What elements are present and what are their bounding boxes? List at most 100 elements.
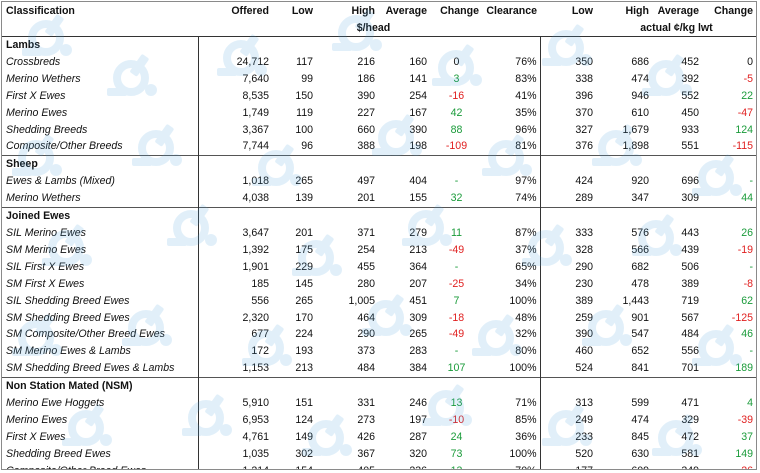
low-cell: 265	[295, 294, 313, 307]
change-cell: -16	[448, 89, 465, 102]
average-cell: 309	[409, 311, 427, 324]
clearance-cell: 100%	[509, 362, 537, 375]
offered-cell: 1,392	[197, 241, 272, 259]
low-kg-cell: 396	[539, 87, 596, 105]
offered-cell: 1,153	[197, 360, 272, 378]
change-cell: -	[454, 260, 459, 273]
change-cell: 73	[450, 447, 463, 460]
high-cell: 484	[357, 362, 375, 375]
offered-cell: 7,744	[197, 138, 272, 156]
table-row: First X Ewes 8,535 150 390 254 -16 41% 396 946 55…	[2, 87, 756, 105]
clearance-cell: 36%	[515, 430, 537, 443]
change-cell: -25	[448, 277, 465, 290]
table-row: First X Ewes 4,761 149 426 287 24 36% 233 845 472…	[2, 428, 756, 446]
change-cell: -49	[448, 243, 465, 256]
clearance-cell: 83%	[515, 72, 537, 85]
classification-cell: SM Shedding Breed Ewes & Lambs	[6, 362, 175, 375]
high-kg-cell: 566	[631, 243, 649, 256]
low-kg-cell: 376	[539, 138, 596, 156]
clearance-cell: 76%	[515, 55, 537, 68]
change-kg-cell: -	[749, 345, 753, 358]
average-cell: 160	[409, 55, 427, 68]
classification-cell: Ewes & Lambs (Mixed)	[6, 175, 115, 188]
average-cell: 390	[409, 123, 427, 136]
table-row: Merino Wethers 7,640 99 186 141 3 83% 338 474 392…	[2, 70, 756, 88]
average-kg-cell: 471	[681, 397, 699, 410]
offered-cell: 8,535	[197, 87, 272, 105]
classification-cell: SIL Shedding Breed Ewes	[6, 294, 130, 307]
low-kg-cell: 230	[539, 275, 596, 293]
low-cell: 229	[295, 260, 313, 273]
header-average-kg: Average	[657, 5, 699, 17]
low-kg-cell: 290	[539, 258, 596, 276]
average-cell: 265	[409, 328, 427, 341]
low-kg-cell: 350	[539, 53, 596, 71]
change-cell: 3	[453, 72, 460, 85]
table-row: Shedding Breeds 3,367 100 660 390 88 96% 327 1,6…	[2, 121, 756, 139]
section-title: Non Station Mated (NSM)	[2, 377, 198, 396]
table-row: SM Composite/Other Breed Ewes 677 224 290 26…	[2, 326, 756, 344]
high-cell: 1,005	[348, 294, 375, 307]
table-row: Composite/Other Breeds 7,744 96 388 198 -109 8…	[2, 138, 756, 156]
average-cell: 198	[409, 140, 427, 153]
low-cell: 150	[295, 89, 313, 102]
change-kg-cell: 189	[735, 362, 753, 375]
change-kg-cell: -8	[743, 277, 753, 290]
high-cell: 280	[357, 277, 375, 290]
change-kg-cell: 22	[741, 89, 753, 102]
high-kg-cell: 1,679	[622, 123, 649, 136]
low-kg-cell: 233	[539, 428, 596, 446]
classification-cell: Merino Wethers	[6, 72, 81, 85]
clearance-cell: 97%	[515, 175, 537, 188]
table-row: SM Merino Ewes & Lambs 172 193 373 283 - 80% 46…	[2, 343, 756, 361]
low-cell: 154	[272, 463, 316, 469]
header-classification: Classification	[6, 5, 75, 17]
section-header: Sheep	[2, 155, 756, 174]
offered-cell: 7,640	[197, 70, 272, 88]
classification-cell: SIL Merino Ewes	[6, 226, 86, 239]
clearance-cell: 87%	[515, 226, 537, 239]
average-kg-cell: 389	[681, 277, 699, 290]
low-cell: 117	[296, 55, 313, 68]
average-cell: 207	[409, 277, 427, 290]
high-kg-cell: 845	[631, 430, 649, 443]
table-row: Merino Wethers 4,038 139 201 155 32 74% 289 347 3…	[2, 190, 756, 208]
high-cell: 367	[357, 447, 375, 460]
average-kg-cell: 506	[681, 260, 699, 273]
offered-cell: 556	[197, 292, 272, 310]
classification-cell: Merino Ewes	[6, 106, 68, 119]
low-cell: 145	[295, 277, 313, 290]
low-cell: 124	[295, 413, 313, 426]
header-change-kg: Change	[714, 5, 753, 17]
average-kg-cell: 349	[652, 463, 702, 469]
average-kg-cell: 581	[681, 447, 699, 460]
low-kg-cell: 177	[539, 462, 596, 469]
low-cell: 151	[295, 397, 313, 410]
change-kg-cell: 44	[741, 192, 753, 205]
change-kg-cell: -125	[731, 311, 753, 324]
clearance-cell: 41%	[515, 89, 537, 102]
change-cell: 11	[451, 226, 462, 239]
high-cell: 254	[357, 243, 375, 256]
average-kg-cell: 309	[681, 192, 699, 205]
classification-cell: SM Shedding Breed Ewes	[6, 311, 130, 324]
average-kg-cell: 329	[681, 413, 699, 426]
change-kg-cell: 26	[741, 226, 753, 239]
high-cell: 660	[357, 123, 375, 136]
clearance-cell: 32%	[515, 328, 537, 341]
low-cell: 265	[295, 175, 313, 188]
section-title: Lambs	[2, 35, 198, 54]
high-kg-cell: 682	[631, 260, 649, 273]
classification-cell: SM Merino Ewes & Lambs	[6, 345, 131, 358]
high-kg-cell: 946	[631, 89, 649, 102]
section-title: Joined Ewes	[2, 207, 198, 225]
high-kg-cell: 609	[596, 463, 652, 469]
low-kg-cell: 370	[539, 104, 596, 122]
high-kg-cell: 599	[631, 397, 649, 410]
high-cell: 388	[357, 140, 375, 153]
average-kg-cell: 472	[681, 430, 699, 443]
average-kg-cell: 551	[681, 140, 699, 153]
high-cell: 426	[357, 430, 375, 443]
